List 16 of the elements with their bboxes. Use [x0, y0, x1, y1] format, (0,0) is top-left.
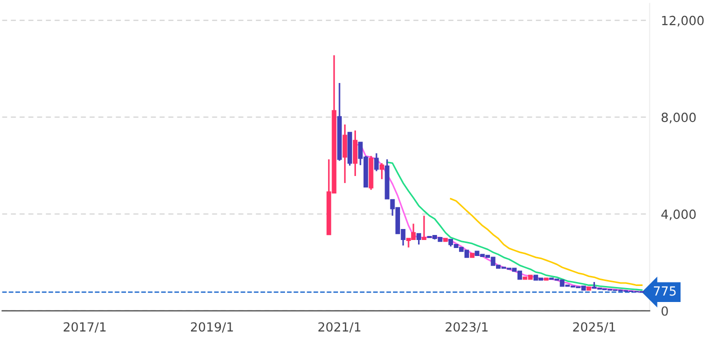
- candlestick: [380, 162, 384, 180]
- ref-line-label: 775: [654, 286, 676, 296]
- candlestick: [342, 124, 348, 184]
- candlestick: [374, 152, 379, 172]
- y-tick-label: 4,000: [661, 209, 696, 220]
- x-tick-label: 2019/1: [190, 322, 233, 333]
- x-tick-label: 2023/1: [446, 322, 488, 333]
- x-tick-label: 2025/1: [573, 322, 616, 333]
- candlestick: [422, 214, 426, 240]
- y-tick-label: 0: [662, 306, 668, 316]
- x-tick-label: 2021/1: [318, 322, 360, 333]
- candlestick: [352, 130, 358, 177]
- candlestick: [416, 232, 422, 246]
- x-tick-label: 2017/1: [64, 322, 106, 333]
- y-tick-label: 12,000: [662, 16, 704, 27]
- y-tick-label: 8,000: [662, 112, 696, 124]
